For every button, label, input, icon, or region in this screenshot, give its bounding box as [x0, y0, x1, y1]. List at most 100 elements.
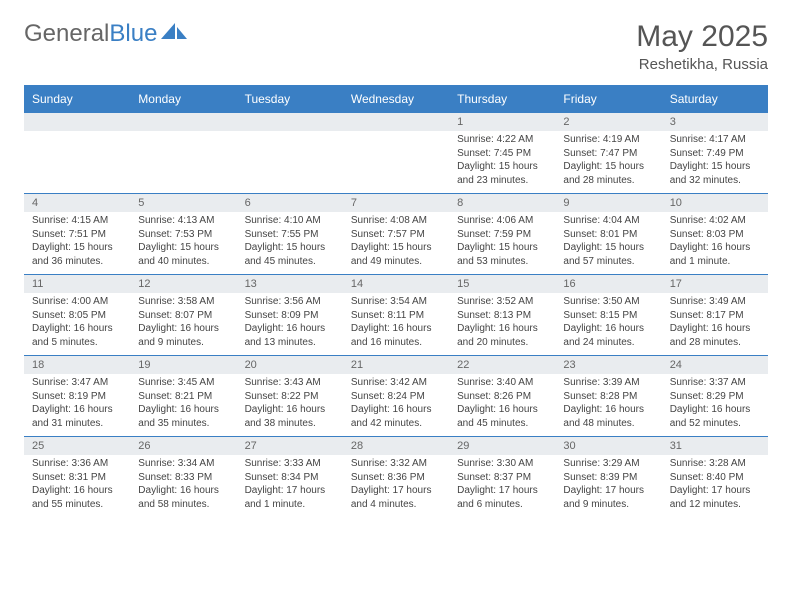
day-cell — [343, 131, 449, 193]
sunrise-text: Sunrise: 4:19 AM — [563, 133, 653, 147]
daylight-text: Daylight: 17 hours and 12 minutes. — [670, 484, 760, 511]
daylight-text: Daylight: 17 hours and 1 minute. — [245, 484, 335, 511]
day-number: 14 — [343, 275, 449, 293]
day-number — [343, 113, 449, 131]
sunrise-text: Sunrise: 3:32 AM — [351, 457, 441, 471]
day-data-row: Sunrise: 4:15 AMSunset: 7:51 PM Daylight:… — [24, 212, 768, 274]
daylight-text: Daylight: 15 hours and 28 minutes. — [563, 160, 653, 187]
calendar-week: 123Sunrise: 4:22 AMSunset: 7:45 PMDaylig… — [24, 112, 768, 193]
title-block: May 2025 Reshetikha, Russia — [636, 20, 768, 73]
day-number: 10 — [662, 194, 768, 212]
sunrise-text: Sunrise: 3:37 AM — [670, 376, 760, 390]
sunset-text: Sunset: 8:26 PM — [457, 390, 547, 404]
day-cell: Sunrise: 4:04 AMSunset: 8:01 PMDaylight:… — [555, 212, 661, 274]
sunset-text: Sunset: 8:40 PM — [670, 471, 760, 485]
sunrise-text: Sunrise: 4:08 AM — [351, 214, 441, 228]
sunset-text: Sunset: 8:36 PM — [351, 471, 441, 485]
daylight-text: Daylight: 17 hours and 4 minutes. — [351, 484, 441, 511]
daylight-text: Daylight: 17 hours and 6 minutes. — [457, 484, 547, 511]
day-data-row: Sunrise: 3:47 AMSunset: 8:19 PMDaylight:… — [24, 374, 768, 436]
daylight-text: Daylight: 16 hours and 16 minutes. — [351, 322, 441, 349]
day-cell: Sunrise: 3:32 AMSunset: 8:36 PMDaylight:… — [343, 455, 449, 517]
sunrise-text: Sunrise: 3:56 AM — [245, 295, 335, 309]
daylight-text: Daylight: 16 hours and 31 minutes. — [32, 403, 122, 430]
sunset-text: Sunset: 8:13 PM — [457, 309, 547, 323]
daylight-text: Daylight: 16 hours and 52 minutes. — [670, 403, 760, 430]
sunrise-text: Sunrise: 3:36 AM — [32, 457, 122, 471]
day-cell: Sunrise: 4:19 AMSunset: 7:47 PMDaylight:… — [555, 131, 661, 193]
day-number: 18 — [24, 356, 130, 374]
day-number: 31 — [662, 437, 768, 455]
sunrise-text: Sunrise: 4:15 AM — [32, 214, 122, 228]
daylight-text: Daylight: 15 hours and 53 minutes. — [457, 241, 547, 268]
day-cell: Sunrise: 3:56 AMSunset: 8:09 PMDaylight:… — [237, 293, 343, 355]
day-number — [130, 113, 236, 131]
day-number: 23 — [555, 356, 661, 374]
day-number: 22 — [449, 356, 555, 374]
daylight-text: Daylight: 16 hours and 48 minutes. — [563, 403, 653, 430]
day-number: 7 — [343, 194, 449, 212]
logo-text-1: General — [24, 20, 109, 48]
day-number: 11 — [24, 275, 130, 293]
daylight-text: Daylight: 15 hours and 40 minutes. — [138, 241, 228, 268]
sunrise-text: Sunrise: 3:47 AM — [32, 376, 122, 390]
day-cell: Sunrise: 3:58 AMSunset: 8:07 PMDaylight:… — [130, 293, 236, 355]
sunrise-text: Sunrise: 3:52 AM — [457, 295, 547, 309]
daylight-text: Daylight: 16 hours and 35 minutes. — [138, 403, 228, 430]
day-number: 3 — [662, 113, 768, 131]
day-number-row: 11121314151617 — [24, 274, 768, 293]
day-number: 28 — [343, 437, 449, 455]
day-cell — [237, 131, 343, 193]
day-number: 13 — [237, 275, 343, 293]
sunset-text: Sunset: 8:31 PM — [32, 471, 122, 485]
day-number: 30 — [555, 437, 661, 455]
day-number: 8 — [449, 194, 555, 212]
sunset-text: Sunset: 8:22 PM — [245, 390, 335, 404]
day-number: 15 — [449, 275, 555, 293]
header: GeneralBlue May 2025 Reshetikha, Russia — [24, 20, 768, 73]
sunset-text: Sunset: 7:51 PM — [32, 228, 122, 242]
logo: GeneralBlue — [24, 20, 187, 48]
dow-header: Monday — [130, 86, 236, 112]
sunset-text: Sunset: 7:47 PM — [563, 147, 653, 161]
sunrise-text: Sunrise: 3:43 AM — [245, 376, 335, 390]
sunset-text: Sunset: 8:11 PM — [351, 309, 441, 323]
sunrise-text: Sunrise: 4:00 AM — [32, 295, 122, 309]
day-number: 16 — [555, 275, 661, 293]
daylight-text: Daylight: 16 hours and 28 minutes. — [670, 322, 760, 349]
logo-text-2: Blue — [109, 20, 157, 48]
day-number: 25 — [24, 437, 130, 455]
sunrise-text: Sunrise: 3:54 AM — [351, 295, 441, 309]
sunset-text: Sunset: 8:19 PM — [32, 390, 122, 404]
dow-header: Sunday — [24, 86, 130, 112]
day-cell: Sunrise: 4:10 AMSunset: 7:55 PMDaylight:… — [237, 212, 343, 274]
daylight-text: Daylight: 15 hours and 49 minutes. — [351, 241, 441, 268]
day-cell: Sunrise: 4:08 AMSunset: 7:57 PMDaylight:… — [343, 212, 449, 274]
day-number: 6 — [237, 194, 343, 212]
sunrise-text: Sunrise: 3:42 AM — [351, 376, 441, 390]
daylight-text: Daylight: 16 hours and 20 minutes. — [457, 322, 547, 349]
day-cell: Sunrise: 3:52 AMSunset: 8:13 PMDaylight:… — [449, 293, 555, 355]
sunrise-text: Sunrise: 3:29 AM — [563, 457, 653, 471]
sunset-text: Sunset: 7:49 PM — [670, 147, 760, 161]
logo-sail-icon — [161, 20, 187, 48]
day-cell: Sunrise: 3:36 AMSunset: 8:31 PMDaylight:… — [24, 455, 130, 517]
day-number: 20 — [237, 356, 343, 374]
daylight-text: Daylight: 16 hours and 1 minute. — [670, 241, 760, 268]
day-cell: Sunrise: 3:47 AMSunset: 8:19 PMDaylight:… — [24, 374, 130, 436]
daylight-text: Daylight: 16 hours and 5 minutes. — [32, 322, 122, 349]
calendar-week: 25262728293031Sunrise: 3:36 AMSunset: 8:… — [24, 436, 768, 517]
daylight-text: Daylight: 16 hours and 13 minutes. — [245, 322, 335, 349]
daylight-text: Daylight: 17 hours and 9 minutes. — [563, 484, 653, 511]
day-number-row: 18192021222324 — [24, 355, 768, 374]
sunrise-text: Sunrise: 4:04 AM — [563, 214, 653, 228]
dow-header: Tuesday — [237, 86, 343, 112]
daylight-text: Daylight: 15 hours and 57 minutes. — [563, 241, 653, 268]
sunrise-text: Sunrise: 4:17 AM — [670, 133, 760, 147]
daylight-text: Daylight: 16 hours and 38 minutes. — [245, 403, 335, 430]
day-cell: Sunrise: 3:50 AMSunset: 8:15 PMDaylight:… — [555, 293, 661, 355]
dow-header-row: Sunday Monday Tuesday Wednesday Thursday… — [24, 86, 768, 112]
day-cell: Sunrise: 3:33 AMSunset: 8:34 PMDaylight:… — [237, 455, 343, 517]
sunset-text: Sunset: 8:15 PM — [563, 309, 653, 323]
day-data-row: Sunrise: 4:22 AMSunset: 7:45 PMDaylight:… — [24, 131, 768, 193]
